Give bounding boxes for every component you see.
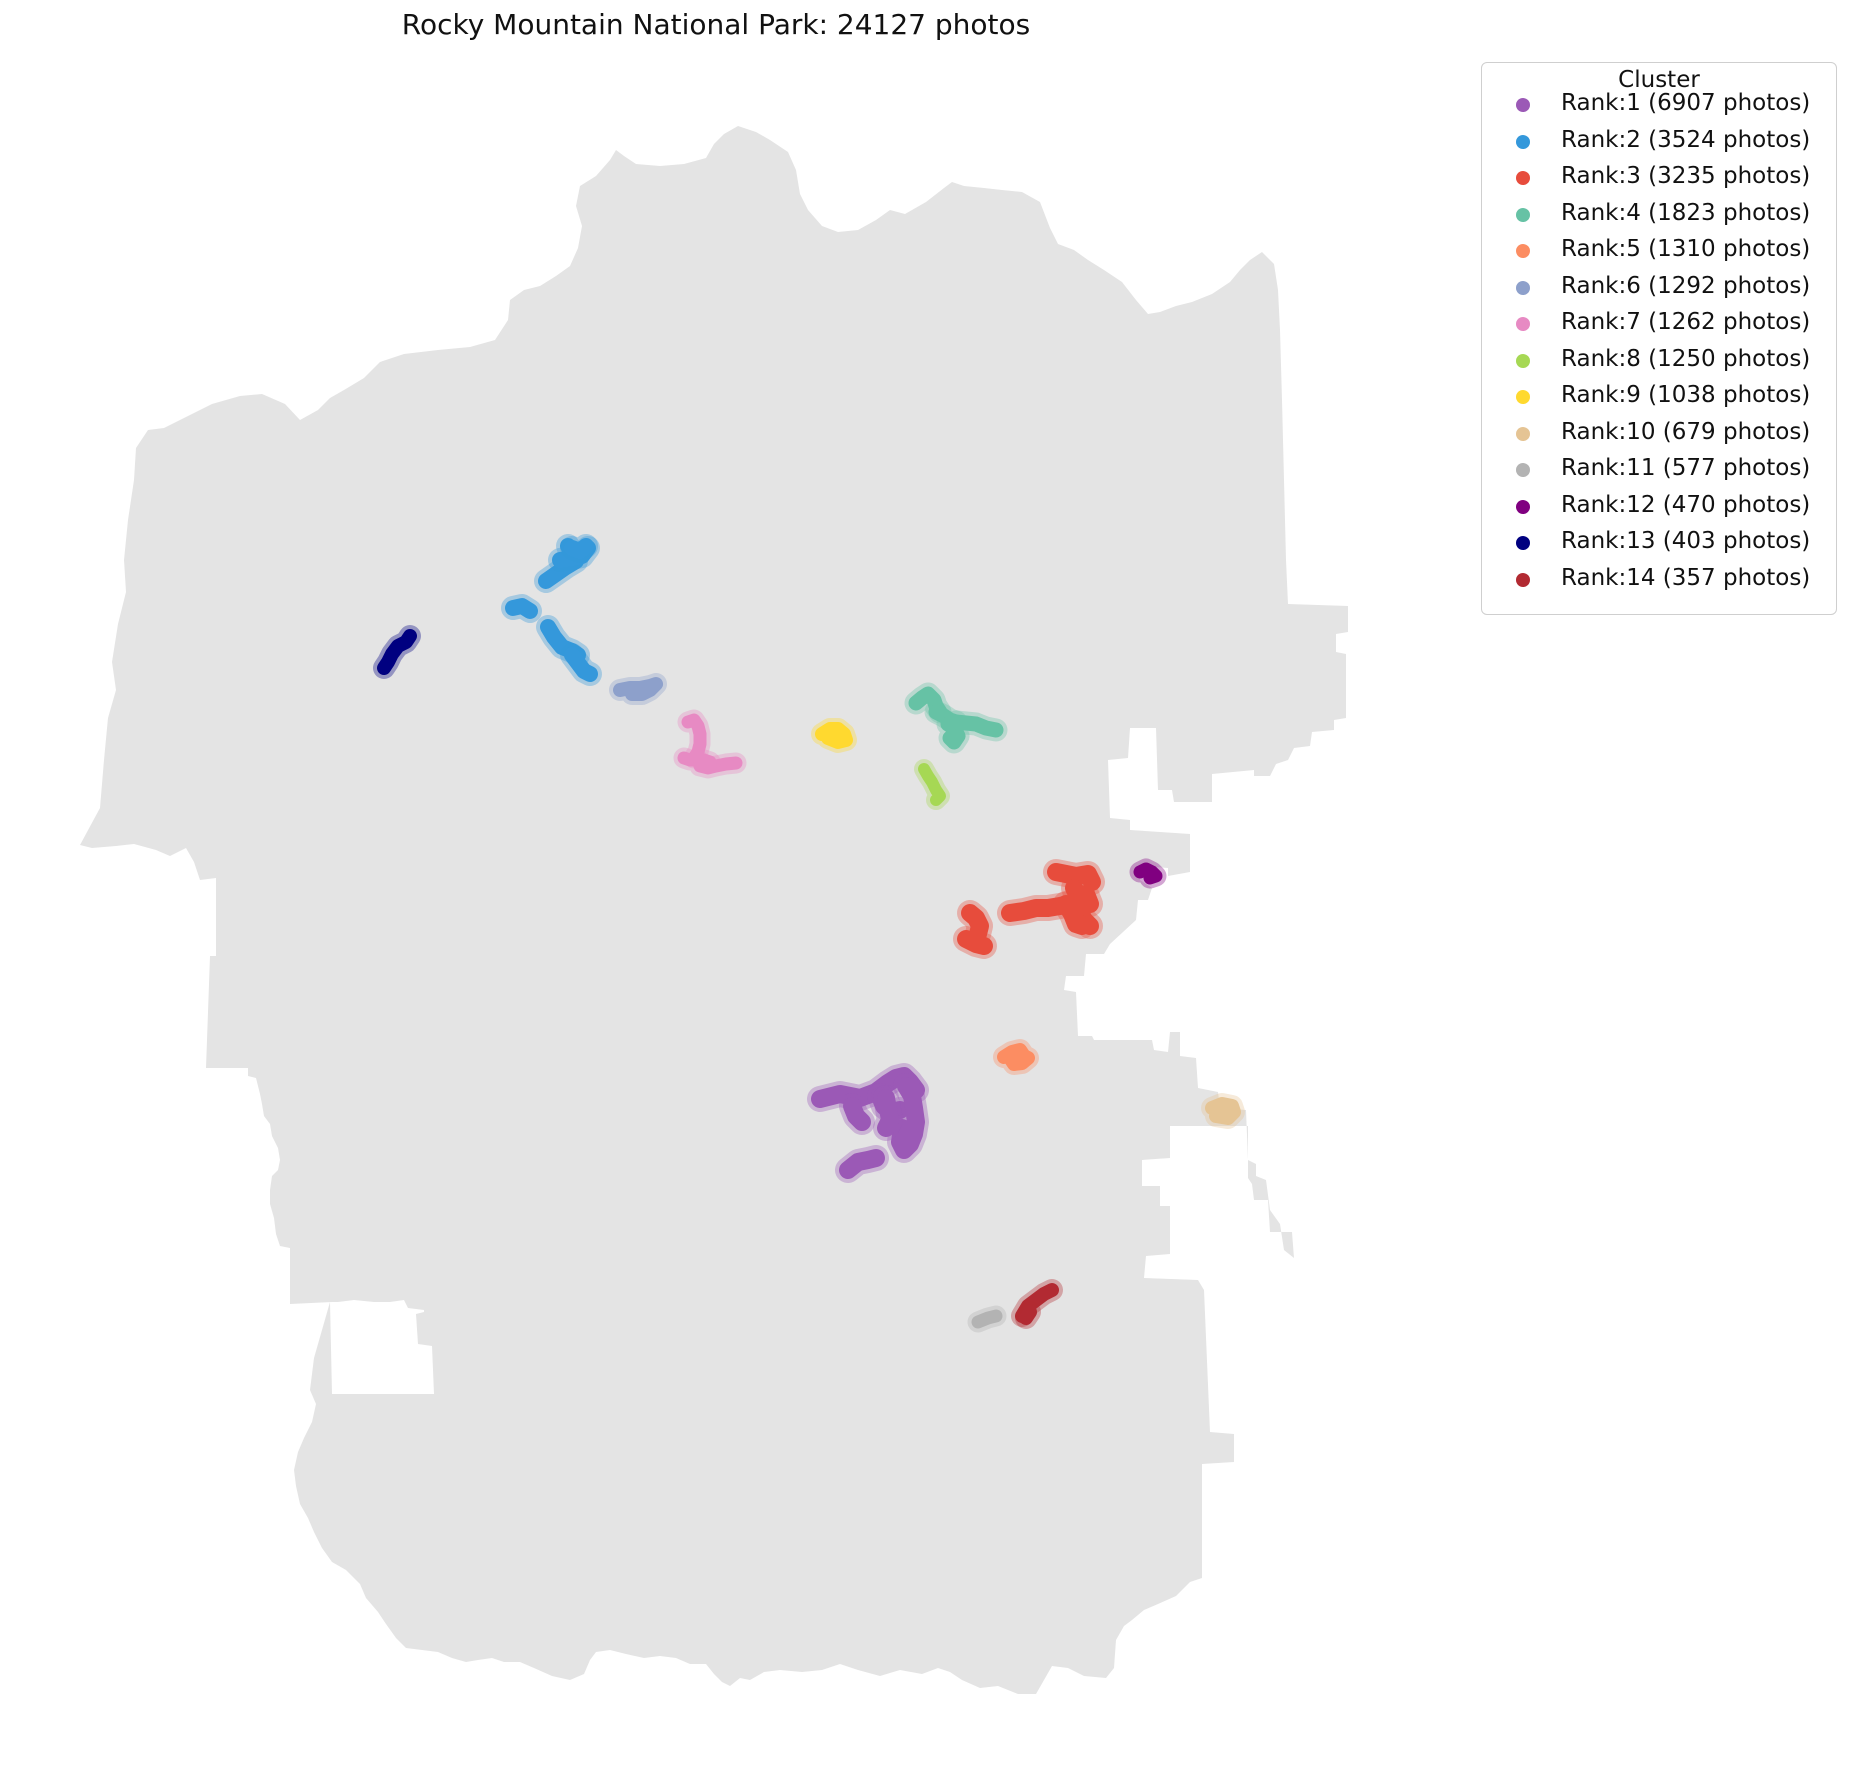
cluster-7-points	[681, 713, 707, 765]
cluster-2-points	[564, 538, 594, 559]
legend-label: Rank:13 (403 photos)	[1561, 528, 1811, 554]
legend-marker	[1516, 353, 1530, 368]
legend-marker	[1516, 244, 1530, 258]
legend-label: Rank:9 (1038 photos)	[1561, 382, 1811, 408]
cluster-8-points	[918, 763, 946, 806]
legend-label: Rank:10 (679 photos)	[1561, 418, 1811, 445]
legend-item: Rank:9 (1038 photos)	[1482, 380, 1836, 414]
legend-item: Rank:3 (3235 photos)	[1482, 161, 1836, 195]
legend-item: Rank:14 (357 photos)	[1482, 563, 1836, 597]
legend-label: Rank:4 (1823 photos)	[1561, 199, 1811, 226]
legend-item: Rank:11 (577 photos)	[1482, 453, 1836, 487]
legend-marker	[1516, 463, 1530, 477]
cluster-3-points	[961, 904, 989, 943]
cluster-10-points	[1205, 1097, 1241, 1125]
cluster-3-points	[1057, 895, 1091, 935]
legend-item: Rank:1 (6907 photos)	[1482, 88, 1836, 122]
legend-marker	[1516, 572, 1530, 587]
legend-item: Rank:6 (1292 photos)	[1482, 271, 1836, 305]
legend-marker	[1516, 207, 1530, 222]
legend-item: Rank:2 (3524 photos)	[1482, 125, 1836, 159]
legend-label: Rank:5 (1310 photos)	[1561, 236, 1811, 262]
cluster-3-points	[957, 930, 993, 955]
legend-item: Rank:4 (1823 photos)	[1482, 198, 1836, 232]
legend-title: Cluster	[1618, 67, 1700, 93]
cluster-14-points	[1019, 1305, 1037, 1325]
legend-marker	[1516, 317, 1530, 331]
cluster-1-points	[839, 1149, 885, 1179]
legend-marker	[1516, 280, 1530, 295]
legend-label: Rank:3 (3235 photos)	[1561, 163, 1811, 189]
legend-item: Rank:7 (1262 photos)	[1482, 307, 1836, 341]
legend: Cluster Rank:1 (6907 photos) Rank:2 (3524…	[1481, 62, 1837, 615]
legend-label: Rank:11 (577 photos)	[1561, 455, 1811, 481]
legend-label: Rank:2 (3524 photos)	[1561, 126, 1811, 153]
legend-label: Rank:14 (357 photos)	[1561, 564, 1811, 591]
legend-marker	[1516, 171, 1530, 185]
cluster-11-points	[971, 1309, 1003, 1329]
legend-item: Rank:10 (679 photos)	[1482, 417, 1836, 451]
legend-marker	[1516, 499, 1530, 514]
cluster-4-points	[948, 714, 1004, 738]
legend-label: Rank:7 (1262 photos)	[1561, 309, 1811, 335]
cluster-1-points	[891, 1077, 925, 1159]
legend-item: Rank:12 (470 photos)	[1482, 490, 1836, 524]
cluster-13-points	[377, 629, 417, 675]
legend-label: Rank:1 (6907 photos)	[1561, 90, 1811, 116]
cluster-7-points	[697, 753, 717, 769]
cluster-2-points	[505, 598, 538, 619]
legend-marker	[1516, 134, 1530, 149]
cluster-12-points	[1133, 862, 1163, 885]
legend-marker	[1516, 390, 1530, 404]
cluster-6-points	[613, 677, 663, 701]
legend-label: Rank:8 (1250 photos)	[1561, 345, 1811, 372]
legend-item: Rank:13 (403 photos)	[1482, 526, 1836, 560]
cluster-points	[373, 534, 1245, 1333]
legend-label: Rank:6 (1292 photos)	[1561, 272, 1811, 299]
cluster-7-points	[677, 751, 743, 775]
chart-title: Rocky Mountain National Park: 24127 phot…	[401, 8, 1031, 41]
cluster-1-points	[843, 1097, 871, 1131]
legend-item: Rank:5 (1310 photos)	[1482, 234, 1836, 268]
legend-marker	[1516, 98, 1530, 112]
legend-label: Rank:12 (470 photos)	[1561, 491, 1811, 518]
cluster-9-points	[815, 722, 853, 749]
legend-marker	[1516, 536, 1530, 550]
park-boundary	[80, 126, 1348, 1694]
legend-marker	[1516, 426, 1530, 441]
cluster-3-points	[1047, 863, 1101, 891]
cluster-3-points	[1077, 885, 1099, 913]
cluster-5-points	[997, 1043, 1035, 1071]
legend-item: Rank:8 (1250 photos)	[1482, 344, 1836, 378]
cluster-1-points	[877, 1089, 899, 1137]
cluster-2-points	[564, 647, 598, 682]
